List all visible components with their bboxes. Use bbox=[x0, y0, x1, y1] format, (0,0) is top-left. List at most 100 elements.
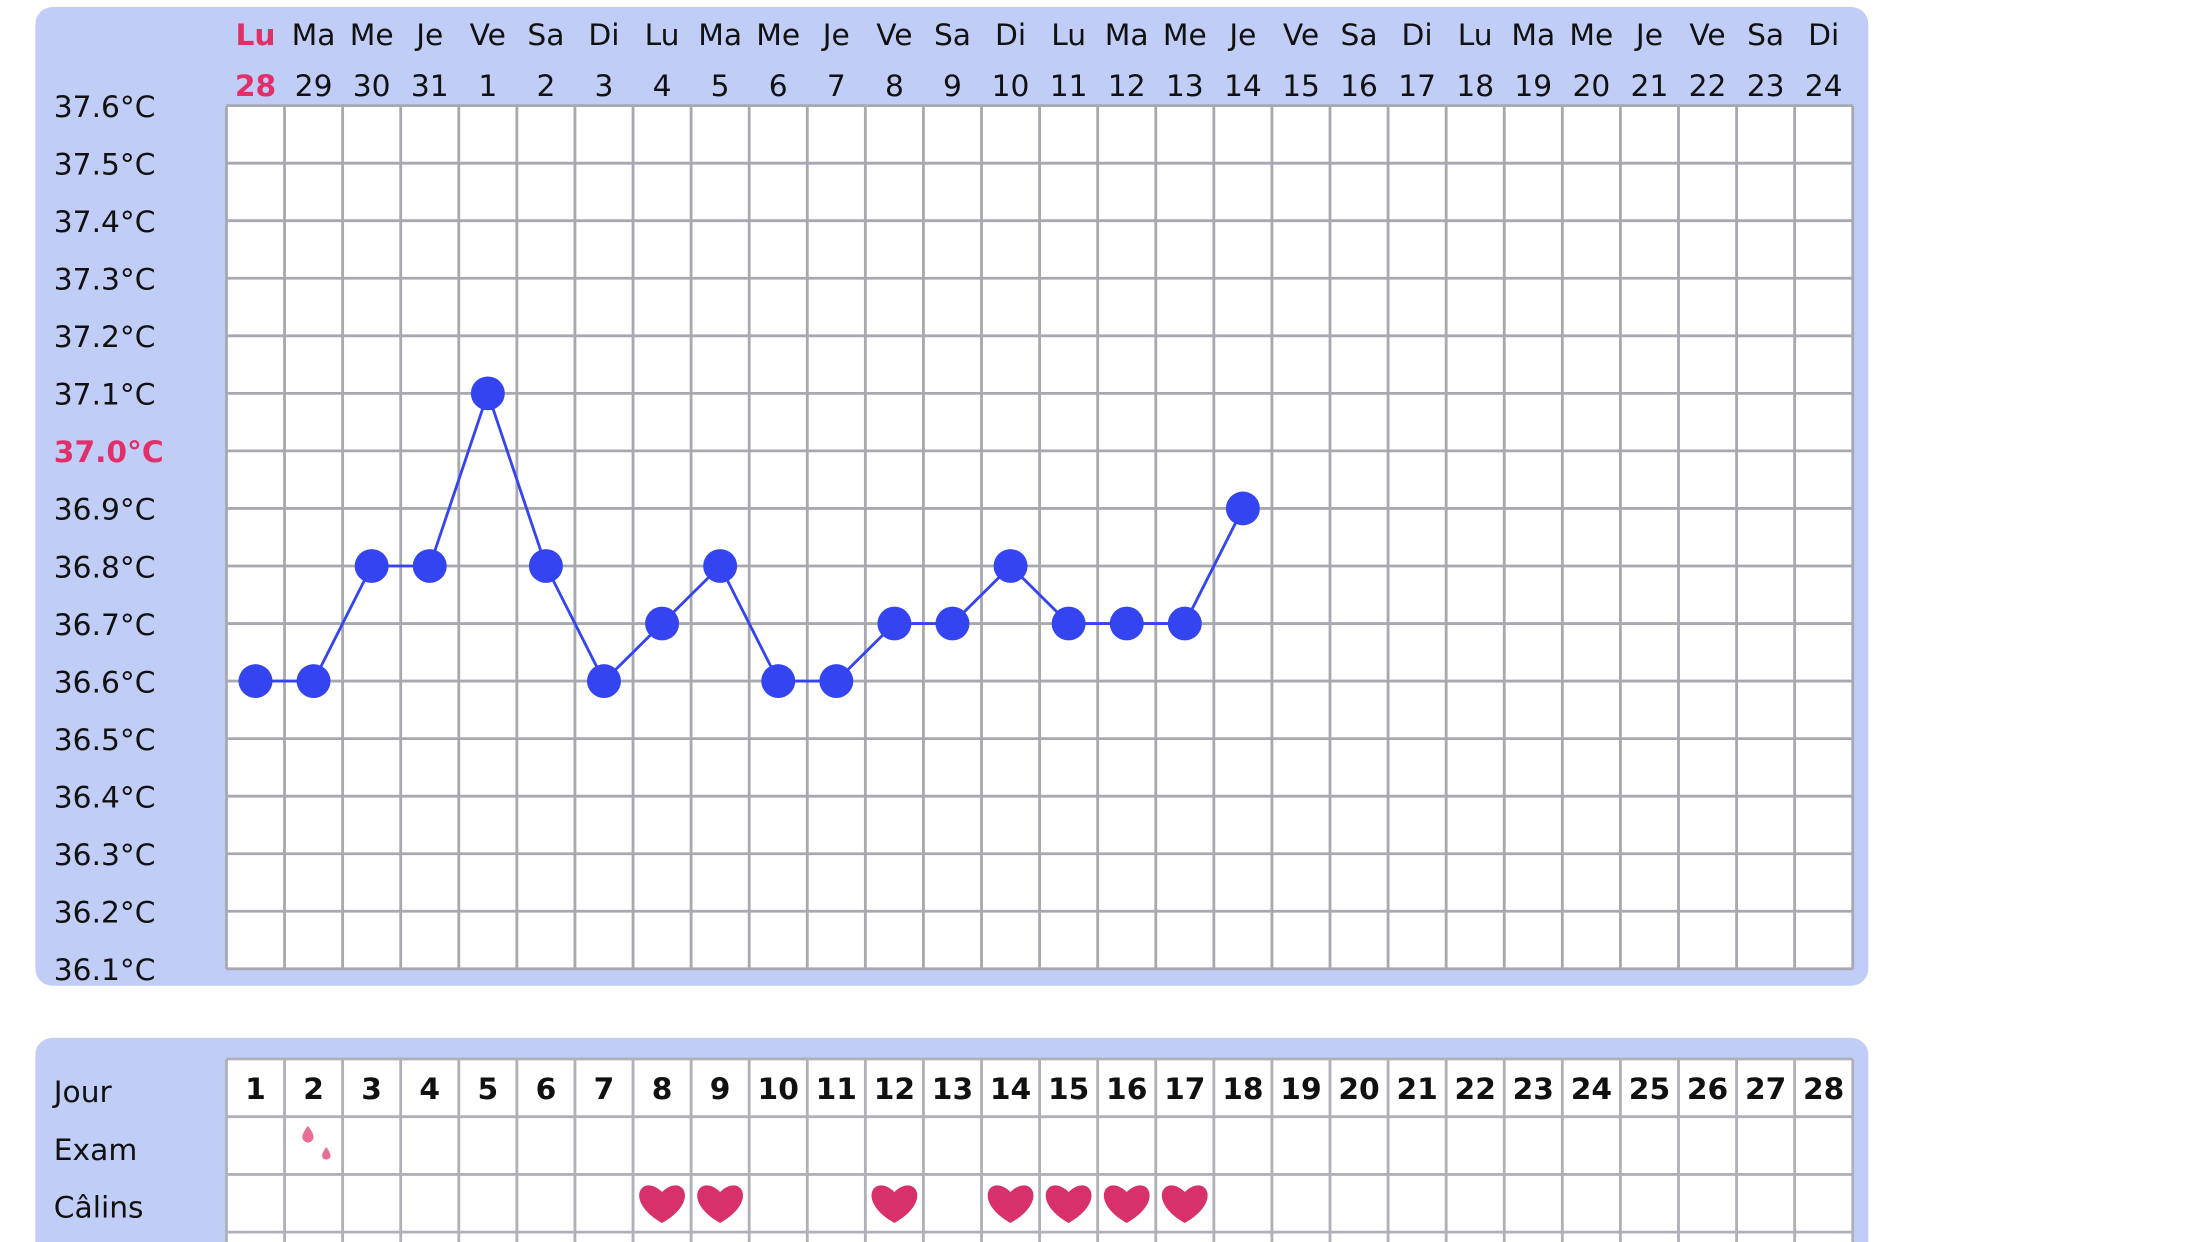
data-point bbox=[412, 549, 447, 583]
x-tick-label: 11 bbox=[1050, 68, 1088, 103]
day-number: 16 bbox=[1106, 1071, 1147, 1106]
heart-icon bbox=[987, 1185, 1034, 1223]
weekday-label: Je bbox=[1634, 17, 1663, 52]
weekday-label: Me bbox=[1163, 17, 1207, 52]
data-point bbox=[993, 549, 1028, 583]
day-number: 3 bbox=[361, 1071, 382, 1106]
y-tick-label: 36.2°C bbox=[54, 895, 156, 930]
day-number: 7 bbox=[594, 1071, 615, 1106]
data-point bbox=[1109, 606, 1144, 641]
day-number: 23 bbox=[1513, 1071, 1554, 1106]
weekday-label: Je bbox=[821, 17, 850, 52]
y-tick-label: 36.5°C bbox=[54, 722, 156, 757]
weekday-label: Ve bbox=[470, 17, 506, 52]
heart-icon bbox=[871, 1185, 918, 1223]
day-number: 27 bbox=[1745, 1071, 1786, 1106]
weekday-label: Lu bbox=[645, 17, 680, 52]
data-point bbox=[296, 664, 331, 698]
heart-icon bbox=[639, 1185, 685, 1223]
data-point bbox=[761, 664, 796, 698]
x-tick-label: 24 bbox=[1805, 68, 1843, 103]
day-number: 22 bbox=[1455, 1071, 1496, 1106]
day-number: 28 bbox=[1803, 1071, 1844, 1106]
y-tick-label: 36.1°C bbox=[54, 952, 156, 987]
data-point bbox=[1167, 606, 1202, 641]
y-tick-label: 37.4°C bbox=[54, 204, 156, 239]
y-tick-label: 36.3°C bbox=[54, 837, 156, 872]
weekday-label: Ma bbox=[1511, 17, 1555, 52]
y-tick-label: 37.5°C bbox=[54, 147, 156, 182]
weekday-label: Ma bbox=[698, 17, 742, 52]
data-point bbox=[1225, 491, 1260, 526]
x-tick-label: 15 bbox=[1282, 68, 1320, 103]
y-tick-label: 36.6°C bbox=[54, 664, 156, 699]
data-point bbox=[819, 664, 854, 698]
x-tick-label: 23 bbox=[1747, 68, 1785, 103]
data-point bbox=[528, 549, 563, 583]
x-tick-label: 1 bbox=[478, 68, 497, 103]
day-number: 20 bbox=[1338, 1071, 1379, 1106]
weekday-label: Je bbox=[414, 17, 443, 52]
x-tick-label: 18 bbox=[1456, 68, 1494, 103]
weekday-label: Di bbox=[588, 17, 619, 52]
weekday-label: Ma bbox=[1105, 17, 1149, 52]
x-tick-label: 14 bbox=[1224, 68, 1262, 103]
y-tick-label: 37.0°C bbox=[54, 434, 164, 469]
x-tick-label: 21 bbox=[1631, 68, 1669, 103]
day-number: 8 bbox=[652, 1071, 673, 1106]
y-tick-label: 37.6°C bbox=[54, 89, 156, 124]
weekday-label: Ve bbox=[1689, 17, 1725, 52]
x-tick-label: 8 bbox=[885, 68, 904, 103]
weekday-label: Lu bbox=[235, 17, 275, 52]
x-tick-label: 3 bbox=[595, 68, 614, 103]
day-number: 12 bbox=[874, 1071, 915, 1106]
data-point bbox=[354, 549, 389, 583]
weekday-label: Lu bbox=[1458, 17, 1493, 52]
x-tick-label: 10 bbox=[992, 68, 1030, 103]
day-number: 14 bbox=[990, 1071, 1031, 1106]
day-number: 19 bbox=[1280, 1071, 1321, 1106]
data-point bbox=[1051, 606, 1086, 641]
heart-icon bbox=[697, 1185, 744, 1223]
day-number: 6 bbox=[536, 1071, 557, 1106]
data-point bbox=[703, 549, 738, 583]
heart-icon bbox=[1045, 1185, 1092, 1223]
weekday-label: Ma bbox=[292, 17, 336, 52]
x-tick-label: 2 bbox=[536, 68, 555, 103]
data-point bbox=[470, 376, 505, 411]
day-number: 25 bbox=[1629, 1071, 1670, 1106]
x-tick-label: 29 bbox=[295, 68, 333, 103]
x-tick-label: 16 bbox=[1340, 68, 1378, 103]
x-tick-label: 22 bbox=[1689, 68, 1727, 103]
y-tick-label: 37.3°C bbox=[54, 262, 156, 297]
y-tick-label: 37.2°C bbox=[54, 319, 156, 354]
weekday-label: Sa bbox=[1341, 17, 1378, 52]
row-label: Exam bbox=[54, 1132, 137, 1167]
data-point bbox=[587, 664, 621, 698]
data-point bbox=[238, 664, 273, 698]
day-number: 15 bbox=[1048, 1071, 1089, 1106]
y-tick-label: 36.9°C bbox=[54, 492, 156, 527]
exam-icon bbox=[302, 1125, 331, 1160]
x-tick-label: 7 bbox=[827, 68, 846, 103]
data-point bbox=[645, 606, 680, 641]
x-tick-label: 17 bbox=[1398, 68, 1436, 103]
row-label: Jour bbox=[52, 1074, 113, 1109]
x-tick-label: 6 bbox=[769, 68, 788, 103]
x-tick-label: 4 bbox=[653, 68, 672, 103]
day-number: 2 bbox=[303, 1071, 324, 1106]
day-number: 4 bbox=[419, 1071, 440, 1106]
weekday-label: Di bbox=[1402, 17, 1433, 52]
day-number: 5 bbox=[477, 1071, 498, 1106]
weekday-label: Ve bbox=[876, 17, 912, 52]
weekday-label: Je bbox=[1227, 17, 1256, 52]
day-number: 26 bbox=[1687, 1071, 1728, 1106]
weekday-label: Me bbox=[350, 17, 394, 52]
weekday-label: Di bbox=[1808, 17, 1839, 52]
x-tick-label: 31 bbox=[411, 68, 449, 103]
x-tick-label: 28 bbox=[235, 68, 276, 103]
x-tick-label: 19 bbox=[1514, 68, 1552, 103]
heart-icon bbox=[1161, 1185, 1208, 1223]
